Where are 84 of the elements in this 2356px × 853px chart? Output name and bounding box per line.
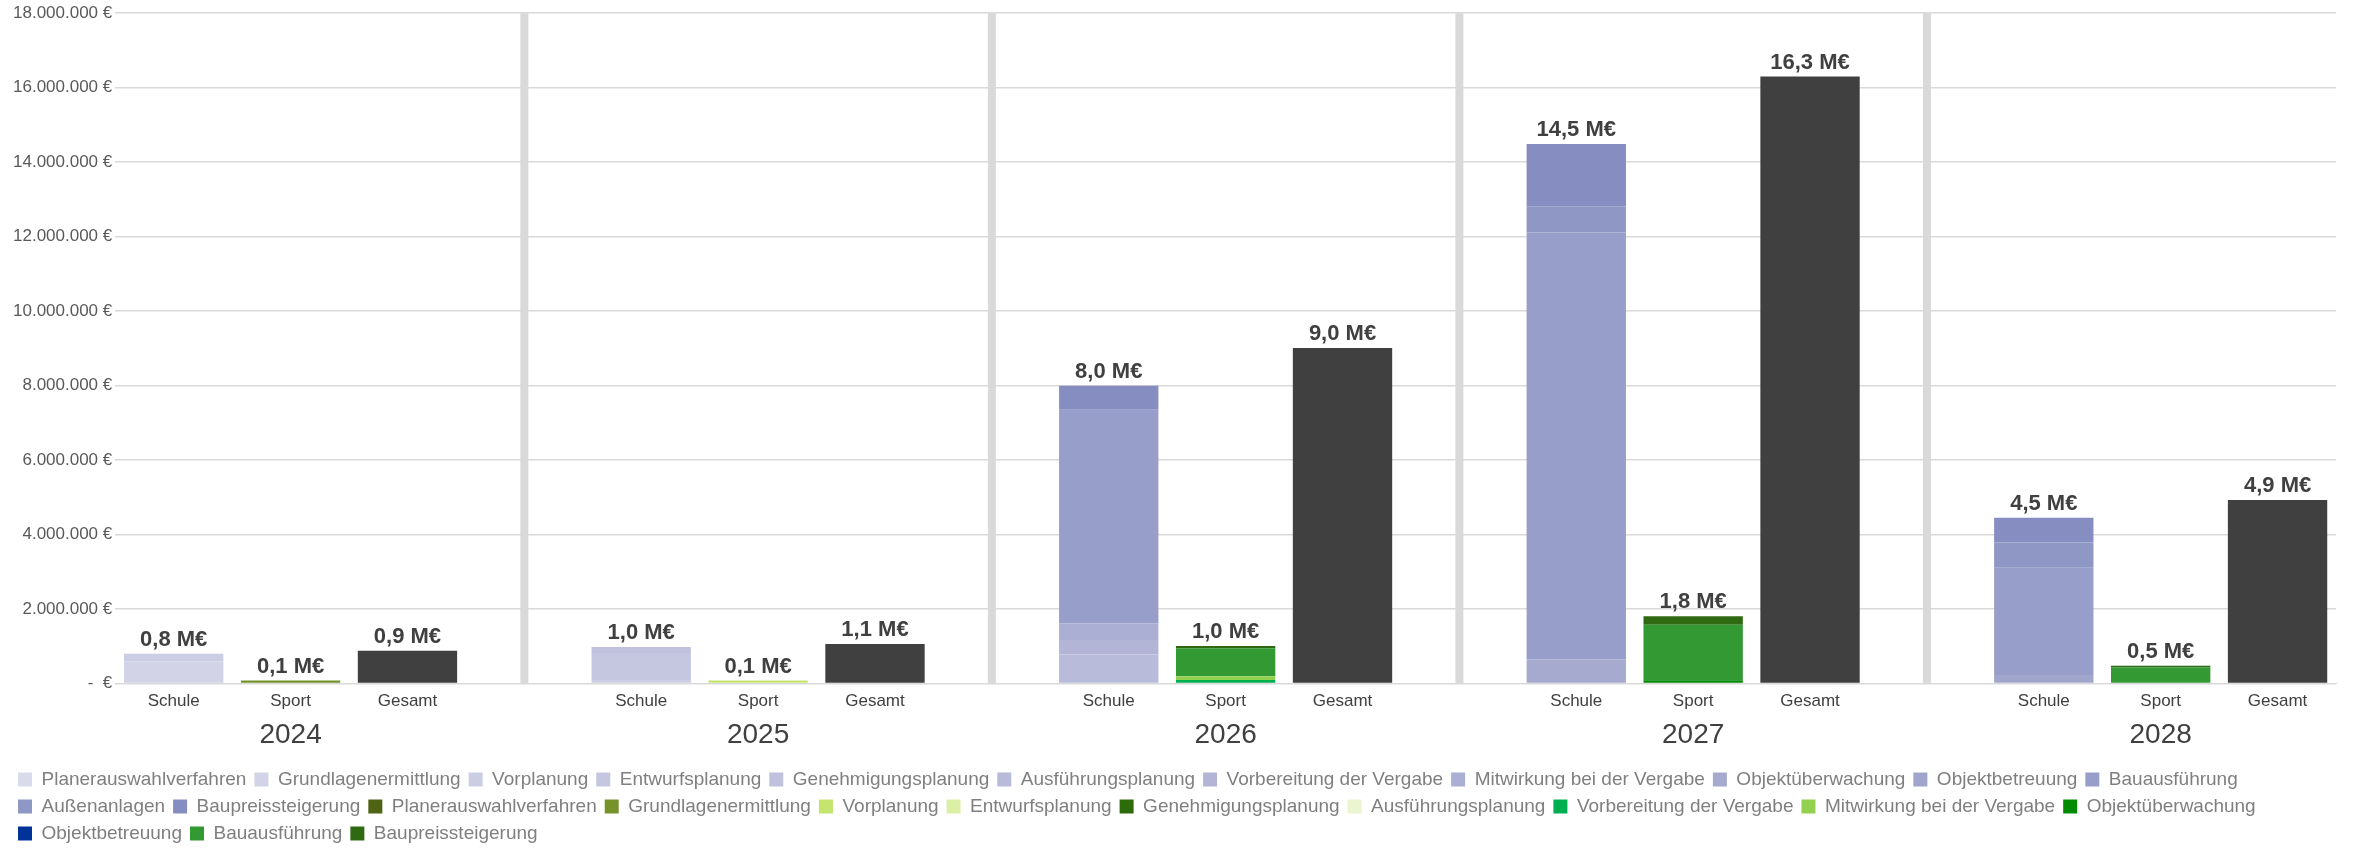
x-tick-label: Sport bbox=[2140, 691, 2182, 711]
legend-label: Objektüberwachung bbox=[2086, 794, 2256, 816]
y-tick-label: - € bbox=[87, 673, 113, 693]
total-label: 1,1 M€ bbox=[841, 616, 909, 642]
x-tick-label: Sport bbox=[270, 691, 312, 711]
bar bbox=[1059, 385, 1159, 410]
y-tick-label: 6.000.000 € bbox=[22, 449, 113, 469]
total-label: 4,9 M€ bbox=[2243, 472, 2312, 498]
total-label: 16,3 M€ bbox=[1770, 48, 1850, 74]
legend-label: Genehmigungsplanung bbox=[1143, 794, 1340, 816]
legend-label: Grundlagenermittlung bbox=[277, 767, 461, 789]
total-label: 1,0 M€ bbox=[1192, 618, 1260, 644]
legend-label: Vorplanung bbox=[842, 794, 939, 816]
total-label: 0,8 M€ bbox=[140, 625, 208, 651]
y-tick-label: 18.000.000 € bbox=[13, 2, 113, 22]
total-label: 1,8 M€ bbox=[1659, 588, 1727, 614]
legend-label: Objektbetreuung bbox=[41, 821, 182, 843]
legend-label: Baupreissteigerung bbox=[196, 794, 361, 816]
legend-label: Objektüberwachung bbox=[1736, 767, 1906, 789]
bar bbox=[357, 650, 458, 683]
legend-label: Vorbereitung der Vergabe bbox=[1226, 767, 1444, 789]
y-tick-label: 12.000.000 € bbox=[13, 226, 113, 246]
bar bbox=[1760, 76, 1860, 683]
legend-label: Entwurfsplanung bbox=[619, 767, 762, 789]
total-label: 0,1 M€ bbox=[724, 652, 792, 678]
total-label: 8,0 M€ bbox=[1075, 357, 1143, 383]
x-tick-label: Schule bbox=[2017, 691, 2070, 711]
text: 2026 bbox=[1194, 718, 1257, 750]
total-label: 1,0 M€ bbox=[607, 619, 675, 645]
y-tick-label: 4.000.000 € bbox=[22, 524, 113, 544]
bar bbox=[2111, 667, 2211, 683]
total-label: 0,1 M€ bbox=[256, 652, 325, 678]
bar bbox=[1643, 680, 1743, 683]
total-label: 4,5 M€ bbox=[2010, 489, 2078, 515]
legend-label: Bauausführung bbox=[2108, 767, 2238, 789]
total-label: 9,0 M€ bbox=[1308, 320, 1377, 346]
bar bbox=[1643, 624, 1743, 681]
legend-label: Grundlagenermittlung bbox=[628, 794, 811, 816]
legend-label: Planerauswahlverfahren bbox=[391, 794, 597, 816]
x-tick-label: Schule bbox=[1550, 691, 1603, 711]
text: 2027 bbox=[1662, 718, 1725, 750]
x-tick-label: Schule bbox=[147, 691, 200, 711]
legend-label: Außenanlagen bbox=[41, 794, 166, 816]
x-tick-label: Gesamt bbox=[2247, 691, 2308, 711]
y-tick-label: 8.000.000 € bbox=[22, 375, 113, 395]
x-tick-label: Sport bbox=[1205, 691, 1247, 711]
text: 2028 bbox=[2129, 718, 2192, 750]
bar bbox=[1292, 348, 1393, 683]
bar bbox=[1643, 616, 1743, 625]
text: 2025 bbox=[726, 718, 790, 750]
x-tick-label: Schule bbox=[615, 691, 668, 711]
total-label: 14,5 M€ bbox=[1536, 115, 1617, 141]
legend-label: Baupreissteigerung bbox=[373, 821, 538, 843]
bar bbox=[1059, 409, 1159, 624]
bar bbox=[708, 680, 808, 683]
legend-label: Objektbetreuung bbox=[1936, 767, 2078, 789]
legend-label: Ausführungsplanung bbox=[1020, 767, 1196, 789]
bar bbox=[1526, 659, 1626, 683]
total-label: 0,9 M€ bbox=[373, 622, 442, 648]
y-tick-label: 2.000.000 € bbox=[22, 598, 113, 618]
total-label: 0,5 M€ bbox=[2127, 637, 2195, 663]
legend-label: Mitwirkung bei der Vergabe bbox=[1824, 794, 2056, 816]
text: 2024 bbox=[259, 718, 322, 750]
legend-label: Entwurfsplanung bbox=[970, 794, 1112, 816]
legend-label: Vorplanung bbox=[492, 767, 589, 789]
x-tick-label: Gesamt bbox=[1780, 691, 1841, 711]
legend-label: Bauausführung bbox=[213, 821, 343, 843]
legend-label: Mitwirkung bei der Vergabe bbox=[1474, 767, 1705, 789]
bar bbox=[2227, 499, 2328, 683]
x-tick-label: Schule bbox=[1082, 691, 1135, 711]
x-tick-label: Gesamt bbox=[377, 691, 438, 711]
legend-label: Genehmigungsplanung bbox=[792, 767, 990, 789]
legend-label: Planerauswahlverfahren bbox=[41, 767, 247, 789]
x-tick-label: Gesamt bbox=[1312, 691, 1373, 711]
legend-label: Ausführungsplanung bbox=[1371, 794, 1546, 816]
y-tick-label: 14.000.000 € bbox=[13, 151, 113, 171]
y-tick-label: 16.000.000 € bbox=[13, 77, 113, 97]
x-tick-label: Sport bbox=[737, 691, 779, 711]
legend-label: Vorbereitung der Vergabe bbox=[1576, 794, 1794, 816]
y-tick-label: 10.000.000 € bbox=[13, 300, 113, 320]
x-tick-label: Sport bbox=[1672, 691, 1714, 711]
x-tick-label: Gesamt bbox=[845, 691, 906, 711]
bar bbox=[825, 644, 925, 683]
bar bbox=[1175, 648, 1276, 677]
